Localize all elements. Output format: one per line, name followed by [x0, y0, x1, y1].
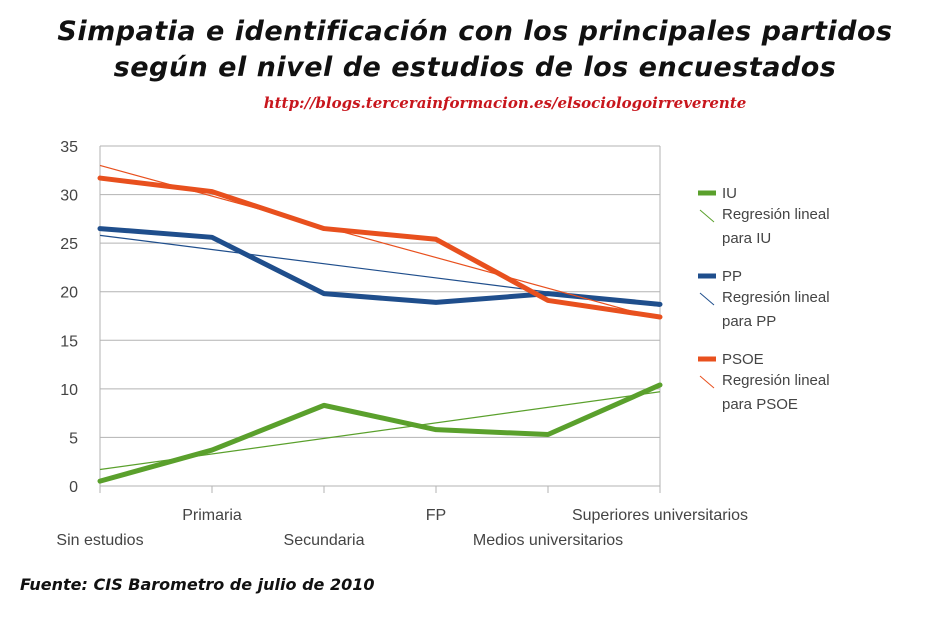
y-tick-label: 25 — [60, 236, 78, 253]
legend-trend-swatch-psoe — [699, 375, 715, 389]
x-tick-label: Medios universitarios — [473, 532, 623, 549]
series-line-psoe — [97, 175, 663, 320]
x-tick-label: Sin estudios — [56, 532, 143, 549]
series-line-iu — [97, 382, 663, 484]
legend-trend-label-psoe: Regresión lineal para PSOE — [722, 372, 830, 413]
trend-line-iu — [99, 391, 661, 471]
chart-title-line2: según el nivel de estudios de los encues… — [113, 52, 837, 83]
y-tick-label: 10 — [60, 382, 78, 399]
y-tick-label: 5 — [69, 430, 78, 447]
y-tick-label: 20 — [60, 285, 78, 302]
y-tick-label: 30 — [60, 188, 78, 205]
legend-trend-label-iu: Regresión lineal para IU — [722, 206, 830, 247]
x-tick-label: Primaria — [182, 507, 242, 524]
legend-trend-swatch-pp — [699, 292, 715, 306]
y-tick-label: 35 — [60, 139, 78, 156]
x-tick-label: Secundaria — [284, 532, 365, 549]
legend-label-pp: PP — [722, 268, 742, 285]
chart-title-line1: Simpatia e identificación con los princi… — [57, 16, 893, 47]
x-tick-label: Superiores universitarios — [572, 507, 748, 524]
series-line-pp — [97, 226, 663, 307]
legend-label-iu: IU — [722, 185, 737, 202]
trend-line-pp — [99, 234, 661, 307]
legend-trend-label-pp: Regresión lineal para PP — [722, 289, 830, 330]
chart-subtitle-url: http://blogs.tercerainformacion.es/elsoc… — [263, 94, 747, 112]
trend-line-psoe — [99, 164, 661, 320]
chart-source-note: Fuente: CIS Barometro de julio de 2010 — [20, 575, 375, 594]
legend-trend-swatch-iu — [699, 209, 715, 223]
y-tick-label: 15 — [60, 333, 78, 350]
x-tick-label: FP — [426, 507, 446, 524]
y-tick-label: 0 — [69, 479, 78, 496]
legend-label-psoe: PSOE — [722, 351, 764, 368]
